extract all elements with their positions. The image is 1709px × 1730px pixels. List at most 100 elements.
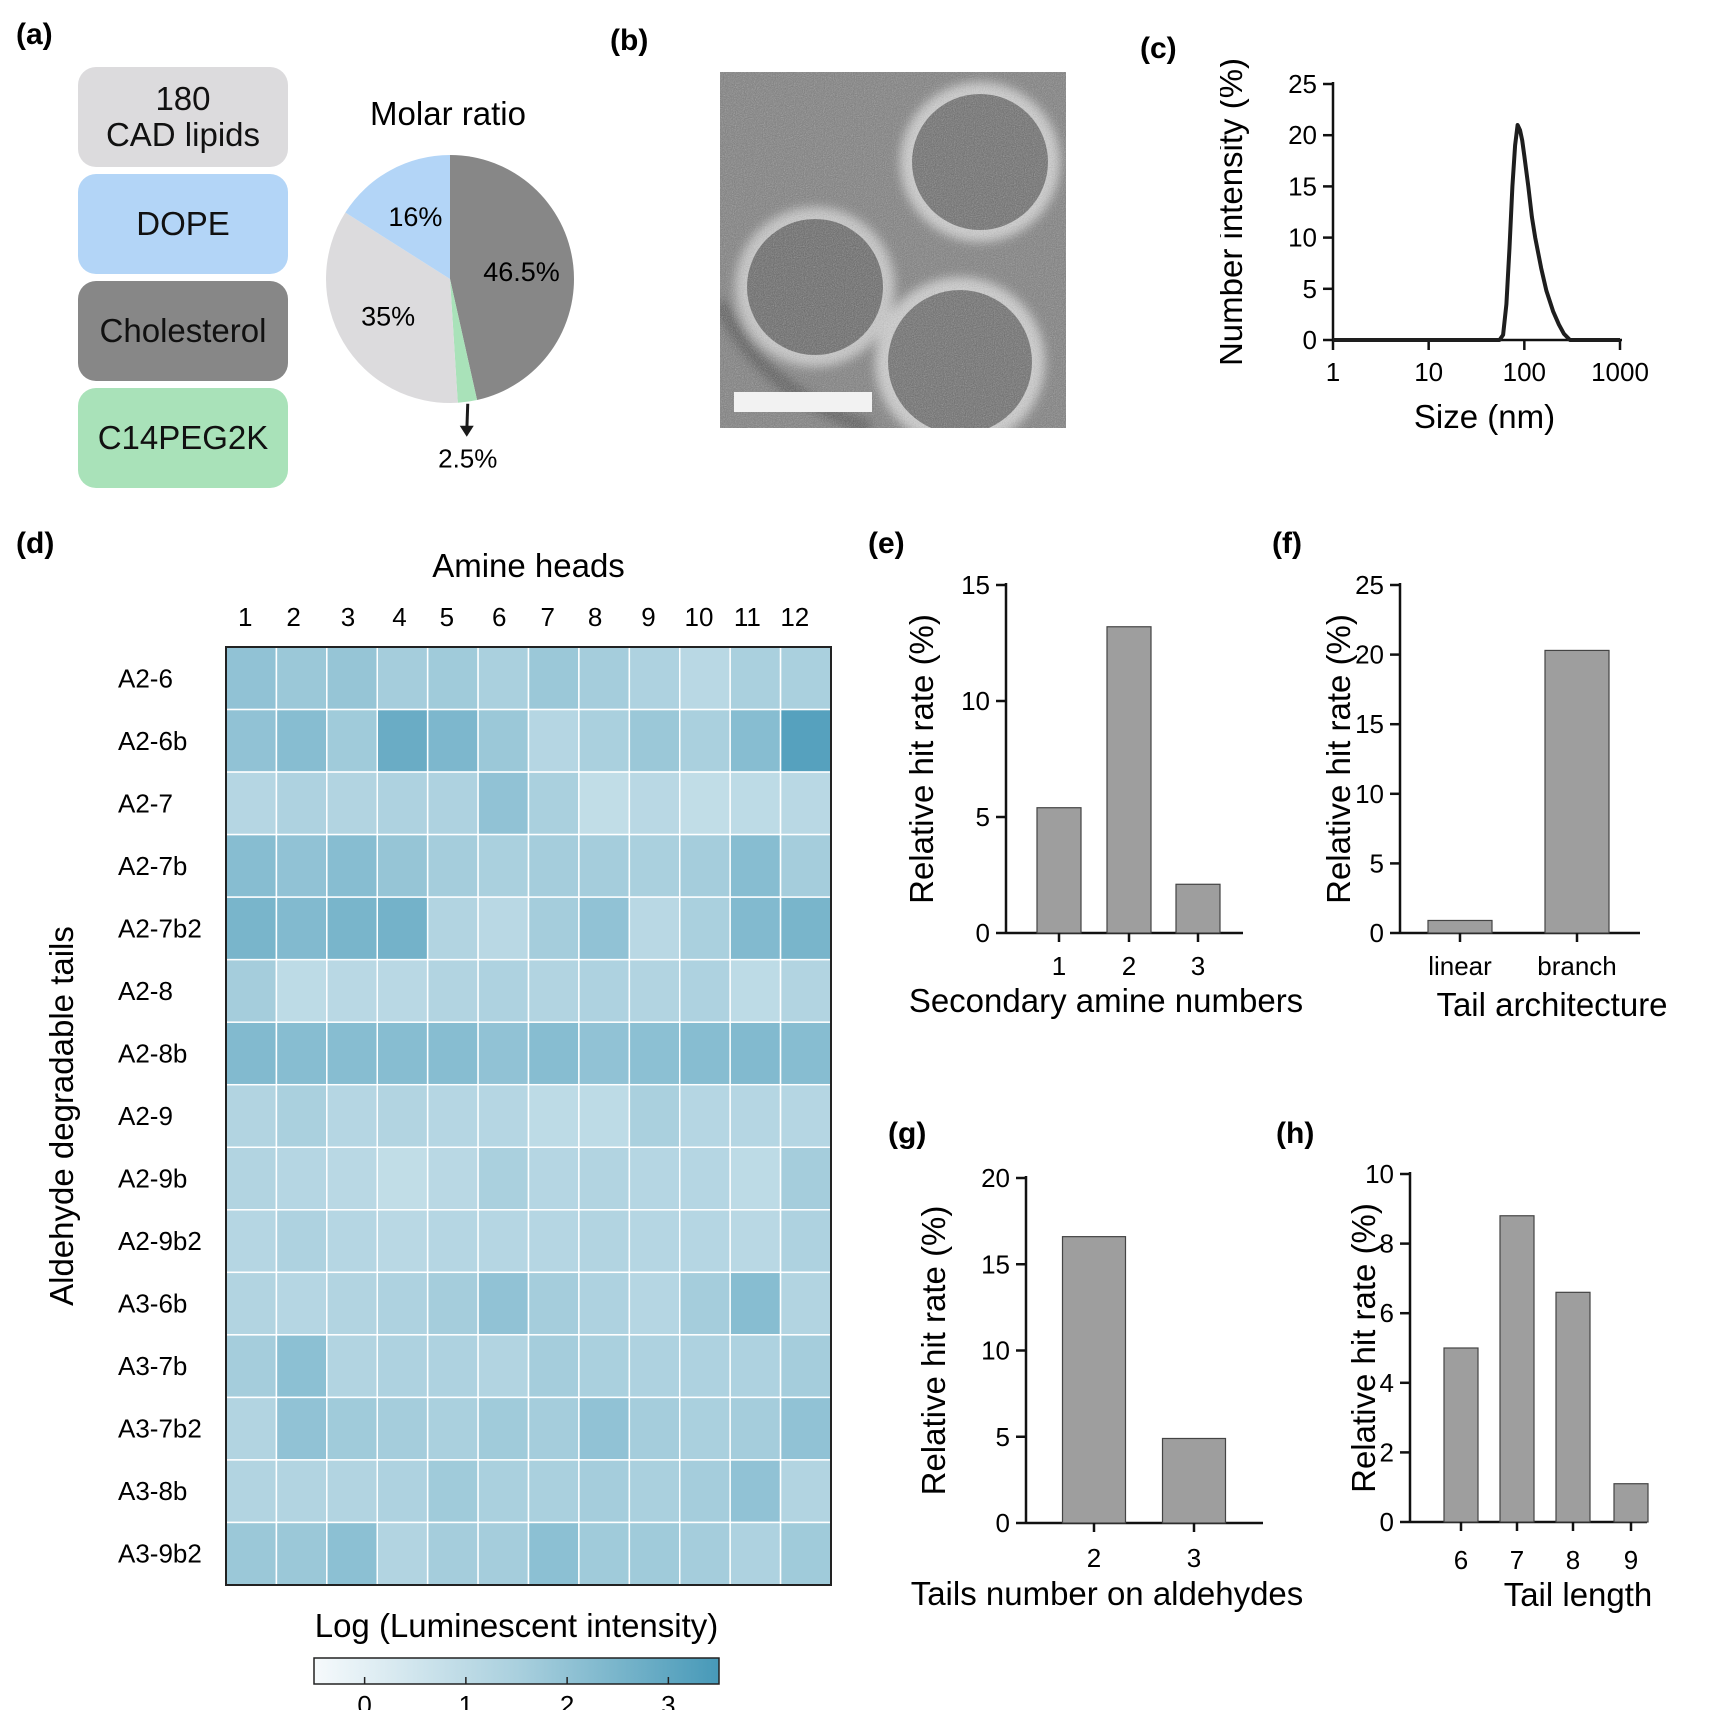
x-tick-label: 10 xyxy=(1414,357,1443,387)
heatmap-cell xyxy=(225,958,278,1023)
x-axis-title: Tail architecture xyxy=(1436,986,1667,1023)
lipid-label-cad: 180 CAD lipids xyxy=(105,79,261,153)
heatmap-cell xyxy=(275,1021,328,1086)
heatmap-cell xyxy=(326,1209,379,1274)
colorbar-tick-label: 3 xyxy=(661,1690,675,1710)
x-tick-label: 8 xyxy=(1566,1545,1580,1575)
heatmap-cell xyxy=(578,1146,631,1211)
heatmap-cell xyxy=(729,1396,782,1461)
heatmap-cell xyxy=(628,1521,681,1586)
heatmap-cell xyxy=(477,1146,530,1211)
lipid-box-cholesterol: Cholesterol xyxy=(78,281,288,381)
heatmap-cell xyxy=(225,708,278,773)
heatmap-cell xyxy=(527,1396,580,1461)
x-axis-title: Size (nm) xyxy=(1414,398,1555,435)
heatmap-cell xyxy=(426,646,479,711)
heatmap-cell xyxy=(275,1334,328,1399)
heatmap-cell xyxy=(225,1334,278,1399)
y-axis-title: Relative hit rate (%) xyxy=(915,1206,952,1496)
heatmap-cell xyxy=(679,1083,731,1149)
heatmap-cell xyxy=(679,1521,731,1586)
heatmap-cell xyxy=(779,958,832,1023)
y-tick-label: 0 xyxy=(1380,1507,1394,1537)
bar xyxy=(1427,919,1493,934)
heatmap-cell xyxy=(376,958,429,1023)
y-axis-title: Relative hit rate (%) xyxy=(1320,614,1357,904)
heatmap-cell xyxy=(779,1459,832,1524)
x-tick-label: linear xyxy=(1428,951,1492,981)
heatmap-cell xyxy=(426,1146,479,1211)
heatmap-cell xyxy=(578,1459,631,1524)
heatmap-row-label: A2-7 xyxy=(118,788,173,818)
heatmap-cell xyxy=(426,1459,479,1524)
y-tick-label: 25 xyxy=(1355,570,1384,600)
heatmap-cell xyxy=(275,1209,328,1274)
x-tick-label: 100 xyxy=(1503,357,1546,387)
y-tick-label: 10 xyxy=(981,1336,1010,1366)
heatmap-cell xyxy=(628,708,681,773)
heatmap-cell xyxy=(376,1271,429,1336)
heatmap-row-label: A2-9 xyxy=(118,1101,173,1131)
heatmap-cell xyxy=(729,1521,782,1586)
heatmap-cell xyxy=(628,646,681,711)
heatmap-cell xyxy=(527,1146,580,1211)
heatmap-cell xyxy=(225,896,278,961)
y-tick-label: 0 xyxy=(1303,325,1317,355)
heatmap-cell xyxy=(779,1083,832,1149)
x-axis-title: Tail length xyxy=(1504,1576,1653,1613)
heatmap-cell xyxy=(628,1396,681,1461)
heatmap-row-label: A2-9b xyxy=(118,1164,187,1194)
y-tick-label: 15 xyxy=(961,570,990,600)
heatmap-cell xyxy=(679,833,731,898)
heatmap-cell xyxy=(326,708,379,773)
heatmap-row-label: A2-8b xyxy=(118,1038,187,1068)
heatmap-cell xyxy=(326,771,379,836)
heatmap-cell xyxy=(426,1521,479,1586)
heatmap-cell xyxy=(679,1021,731,1086)
y-tick-label: 20 xyxy=(1288,120,1317,150)
heatmap-row-label: A3-9b2 xyxy=(118,1539,202,1569)
lipid-box-c14peg2k: C14PEG2K xyxy=(78,388,288,488)
heatmap-cell xyxy=(326,958,379,1023)
heatmap-cell xyxy=(779,1021,832,1086)
pie-slice xyxy=(450,155,574,401)
heatmap-cell xyxy=(628,1271,681,1336)
panel-label-g: (g) xyxy=(888,1117,926,1150)
heatmap-cell xyxy=(729,1021,782,1086)
y-tick-label: 8 xyxy=(1380,1229,1394,1259)
heatmap-cell xyxy=(275,1271,328,1336)
heatmap-cell xyxy=(376,1521,429,1586)
y-axis-title: Relative hit rate (%) xyxy=(1345,1203,1382,1493)
pie-slice-label: 35% xyxy=(361,302,415,332)
bar xyxy=(1499,1215,1535,1523)
heatmap-cell xyxy=(376,896,429,961)
heatmap-cell xyxy=(679,646,731,711)
y-tick-label: 5 xyxy=(976,802,990,832)
heatmap-column-label: 7 xyxy=(540,602,554,632)
heatmap-column-title: Amine heads xyxy=(432,550,625,584)
heatmap-cell xyxy=(679,1396,731,1461)
size-distribution-chart: 0 5 10 15 20 25 Number intensity (%) 1 10 100 1000… xyxy=(1220,60,1649,435)
x-tick-label: 3 xyxy=(1187,1543,1201,1573)
heatmap-cell xyxy=(426,1083,479,1149)
heatmap-column-label: 10 xyxy=(684,602,713,632)
bar xyxy=(1036,807,1082,934)
heatmap-cell xyxy=(628,1334,681,1399)
heatmap-cell xyxy=(426,833,479,898)
heatmap-cell xyxy=(679,708,731,773)
heatmap-cell xyxy=(225,833,278,898)
heatmap-cell xyxy=(729,833,782,898)
heatmap-cell xyxy=(225,1459,278,1524)
heatmap-cell xyxy=(225,1521,278,1586)
x-tick-label: 6 xyxy=(1454,1545,1468,1575)
heatmap-cell xyxy=(779,833,832,898)
lipid-box-dope: DOPE xyxy=(78,174,288,274)
heatmap-cell xyxy=(326,1521,379,1586)
heatmap-cell xyxy=(275,958,328,1023)
x-tick-label: 2 xyxy=(1087,1543,1101,1573)
heatmap-row-label: A2-9b2 xyxy=(118,1226,202,1256)
heatmap-cell xyxy=(628,896,681,961)
heatmap-cell xyxy=(779,1396,832,1461)
bar xyxy=(1175,883,1221,934)
heatmap-row-label: A3-6b xyxy=(118,1289,187,1319)
